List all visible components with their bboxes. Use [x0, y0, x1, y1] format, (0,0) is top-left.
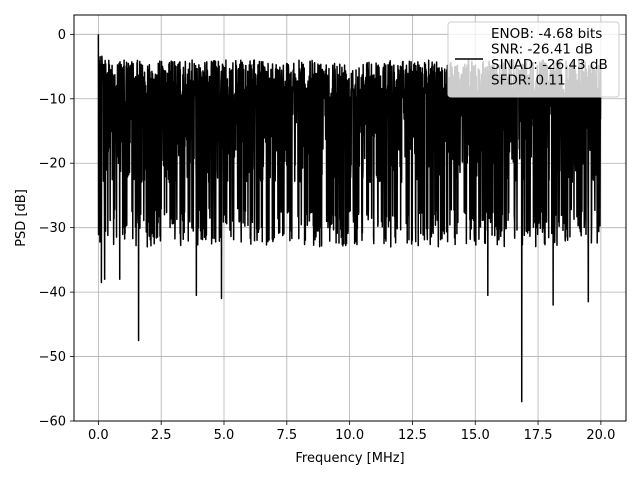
legend-sfdr: SFDR: 0.11: [491, 73, 566, 89]
x-axis-label: Frequency [MHz]: [295, 451, 404, 466]
y-tick-label: −60: [39, 415, 66, 430]
legend: ENOB: -4.68 bits SNR: -26.41 dB SINAD: -…: [447, 21, 620, 98]
x-tick-label: 10.0: [335, 428, 364, 443]
y-axis: 0 −10 −20 −30 −40 −50 −60: [39, 28, 74, 430]
y-tick-label: −50: [39, 350, 66, 365]
y-tick-label: 0: [58, 28, 66, 43]
y-tick-label: −40: [39, 286, 66, 301]
x-tick-label: 12.5: [398, 428, 427, 443]
x-tick-label: 5.0: [214, 428, 235, 443]
x-tick-label: 20.0: [586, 428, 615, 443]
x-tick-label: 2.5: [151, 428, 172, 443]
y-tick-label: −20: [39, 157, 66, 172]
psd-line: [97, 34, 602, 403]
x-tick-label: 7.5: [276, 428, 297, 443]
legend-sinad: SINAD: -26.43 dB: [491, 57, 608, 73]
x-tick-label: 15.0: [461, 428, 490, 443]
legend-snr: SNR: -26.41 dB: [491, 42, 593, 58]
y-tick-label: −10: [39, 92, 66, 107]
legend-box: [447, 21, 620, 98]
legend-enob: ENOB: -4.68 bits: [491, 26, 602, 42]
y-axis-label: PSD [dB]: [14, 189, 29, 247]
series-psd: [97, 34, 602, 403]
x-tick-label: 17.5: [524, 428, 553, 443]
y-tick-label: −30: [39, 221, 66, 236]
x-axis: 0.0 2.5 5.0 7.5 10.0 12.5 15.0 17.5 20.0: [88, 421, 615, 443]
x-tick-label: 0.0: [88, 428, 109, 443]
